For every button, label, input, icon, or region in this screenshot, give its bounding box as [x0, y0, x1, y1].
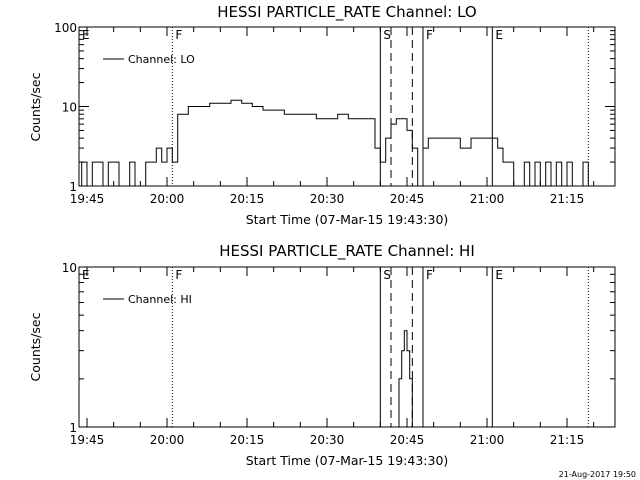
- lo-y-axis-label: Counts/sec: [28, 72, 43, 141]
- hi-x-axis-label: Start Time (07-Mar-15 19:43:30): [246, 453, 449, 468]
- segment-marker-label: E: [495, 268, 503, 282]
- x-tick-label: 20:15: [230, 192, 265, 206]
- x-tick-label: 21:00: [470, 192, 505, 206]
- lo-channel-panel: HESSI PARTICLE_RATE Channel: LO Start Ti…: [28, 3, 616, 227]
- segment-marker-label: F: [175, 28, 182, 42]
- y-tick-label: 10: [62, 101, 77, 115]
- segment-marker-label: F: [426, 268, 433, 282]
- date-stamp: 21-Aug-2017 19:50: [559, 470, 636, 479]
- segment-marker-label: E: [82, 268, 90, 282]
- series-line: [79, 99, 592, 187]
- x-tick-label: 21:15: [550, 192, 585, 206]
- hi-chart-title: HESSI PARTICLE_RATE Channel: HI: [219, 242, 475, 261]
- x-tick-label: 20:30: [310, 433, 345, 447]
- y-tick-label: 1: [69, 421, 77, 435]
- x-tick-label: 19:45: [70, 433, 105, 447]
- segment-marker-label: E: [82, 28, 90, 42]
- hi-legend-label: Channel: HI: [128, 293, 192, 306]
- lo-x-axis-label: Start Time (07-Mar-15 19:43:30): [246, 212, 449, 227]
- x-tick-label: 20:45: [390, 433, 425, 447]
- series-line: [396, 330, 416, 428]
- y-tick-label: 100: [54, 21, 77, 35]
- x-tick-label: 21:15: [550, 433, 585, 447]
- segment-marker-label: S: [383, 268, 391, 282]
- hi-channel-panel: HESSI PARTICLE_RATE Channel: HI Start Ti…: [28, 242, 616, 468]
- segment-marker-label: S: [383, 28, 391, 42]
- segment-marker-label: F: [426, 28, 433, 42]
- x-tick-label: 20:00: [150, 433, 185, 447]
- x-tick-label: 20:30: [310, 192, 345, 206]
- x-tick-label: 20:45: [390, 192, 425, 206]
- x-tick-label: 19:45: [70, 192, 105, 206]
- x-tick-label: 20:00: [150, 192, 185, 206]
- segment-marker-label: F: [175, 268, 182, 282]
- plot-frame: [78, 266, 616, 428]
- lo-legend-label: Channel: LO: [128, 53, 195, 66]
- x-tick-label: 21:00: [470, 433, 505, 447]
- x-tick-label: 20:15: [230, 433, 265, 447]
- lo-chart-title: HESSI PARTICLE_RATE Channel: LO: [217, 3, 476, 22]
- y-tick-label: 10: [62, 261, 77, 275]
- y-tick-label: 1: [69, 180, 77, 194]
- hi-y-axis-label: Counts/sec: [28, 312, 43, 381]
- segment-marker-label: E: [495, 28, 503, 42]
